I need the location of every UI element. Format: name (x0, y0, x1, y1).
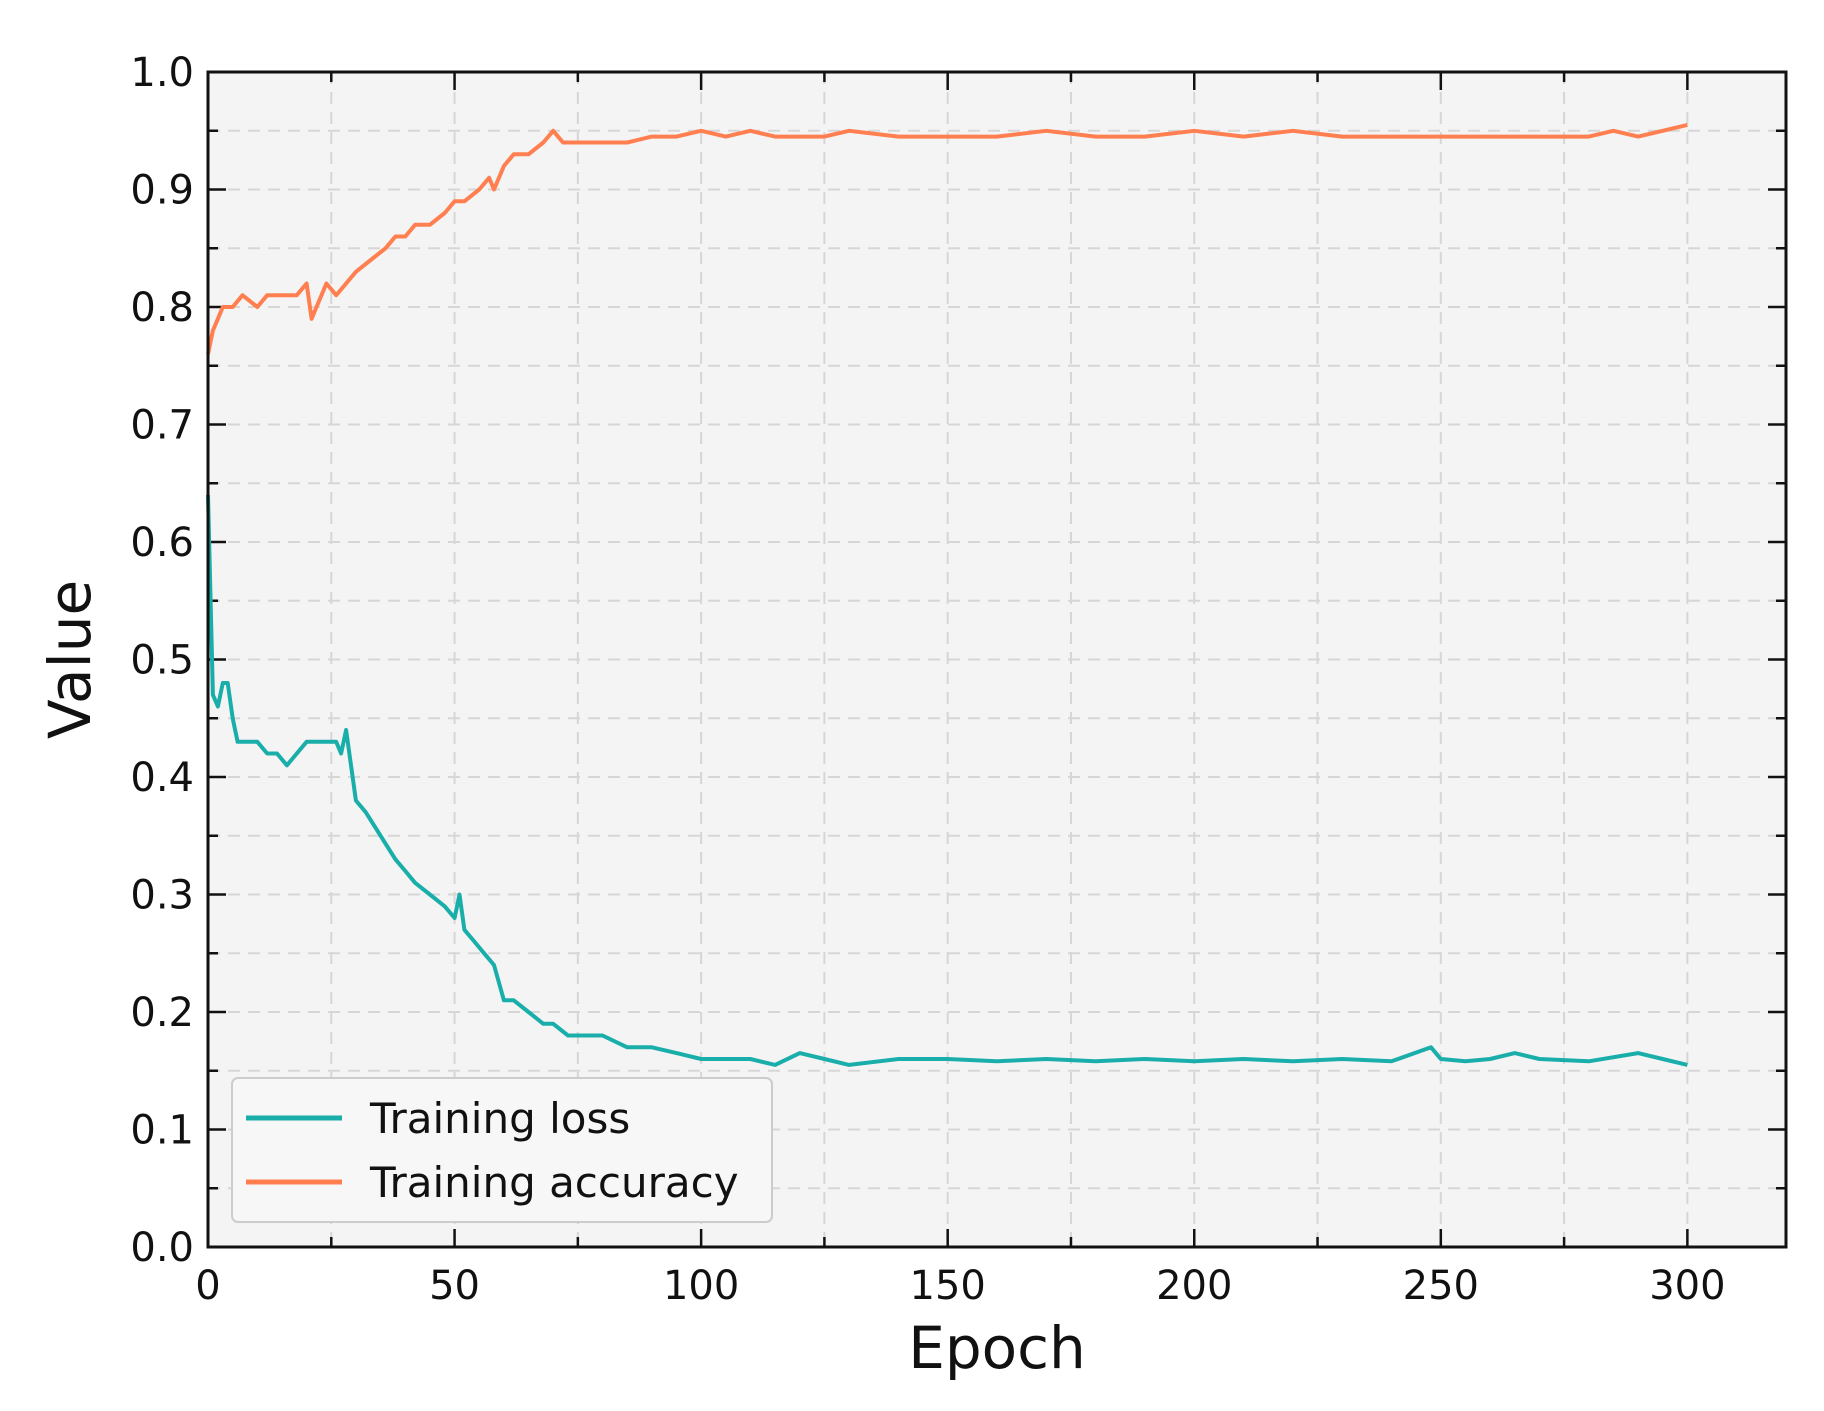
legend: Training loss Training accuracy (231, 1077, 773, 1223)
x-tick-label: 250 (1403, 1263, 1479, 1309)
y-tick-label: 0.3 (130, 873, 194, 919)
y-tick-label: 0.8 (130, 285, 194, 331)
y-tick-label: 0.7 (130, 403, 194, 449)
plot-layer: 0 50 100 150 200 250 300 0.0 0.1 0.2 0.3 0.4 0.5 0.6 0… (130, 50, 1788, 1309)
y-tick-label: 0.4 (130, 755, 194, 801)
y-axis-label: Value (36, 580, 104, 739)
x-tick-label: 150 (910, 1263, 986, 1309)
legend-label: Training accuracy (369, 1158, 739, 1207)
y-tick-label: 0.6 (130, 520, 194, 566)
y-tick-label: 0.5 (130, 638, 194, 684)
y-tick-label: 1.0 (130, 50, 194, 96)
x-tick-label: 200 (1156, 1263, 1232, 1309)
y-tick-label: 0.2 (130, 990, 194, 1036)
x-axis-label: Epoch (908, 1314, 1086, 1382)
y-tick-label: 0.1 (130, 1108, 194, 1154)
y-tick-label: 0.9 (130, 168, 194, 214)
x-tick-label: 50 (429, 1263, 480, 1309)
plot-frame (206, 70, 1788, 1249)
legend-label: Training loss (369, 1094, 630, 1143)
series-line-training-loss (206, 494, 1688, 1067)
labels-layer: Epoch Value (36, 580, 1086, 1382)
x-tick-label: 300 (1649, 1263, 1725, 1309)
y-tick-label: 0.0 (130, 1225, 194, 1271)
x-tick-label: 100 (663, 1263, 739, 1309)
x-tick-label: 0 (195, 1263, 220, 1309)
legend-box (231, 1077, 773, 1223)
series-line-training-accuracy (206, 122, 1688, 355)
